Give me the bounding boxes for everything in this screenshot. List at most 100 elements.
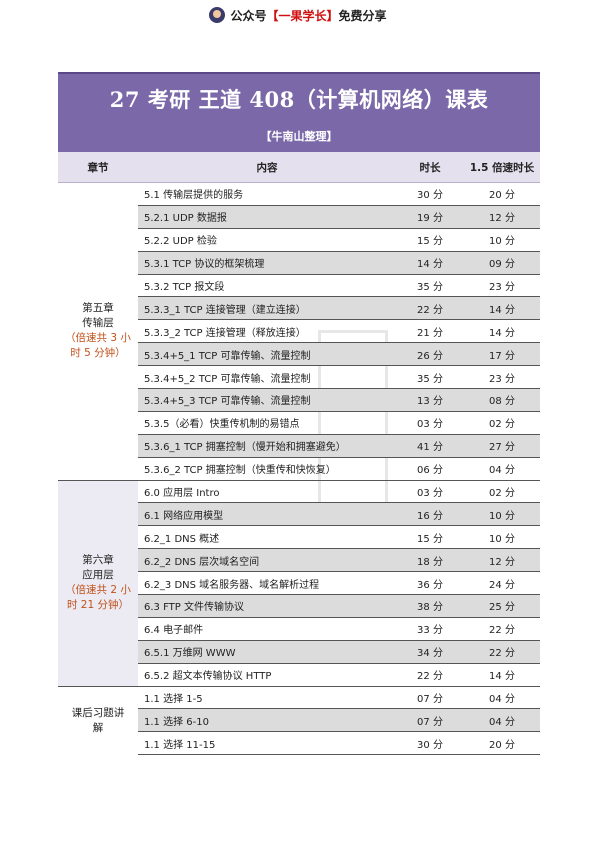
duration-cell: 34 分 bbox=[396, 640, 464, 664]
content-cell: 6.0 应用层 Intro bbox=[138, 480, 396, 504]
table-row: 5.3.4+5_3 TCP 可靠传输、流量控制 13 分 08 分 bbox=[58, 388, 540, 412]
top-header: 公众号 【一果学长】 免费分享 bbox=[0, 0, 596, 30]
duration-cell: 14 分 bbox=[396, 251, 464, 275]
table-row: 6.2_1 DNS 概述 15 分 10 分 bbox=[58, 525, 540, 550]
content-cell: 6.2_3 DNS 域名服务器、域名解析过程 bbox=[138, 571, 396, 596]
speed-duration-cell: 23 分 bbox=[464, 365, 540, 390]
chapter-name-line: 课后习题讲 bbox=[71, 706, 125, 719]
duration-cell: 16 分 bbox=[396, 502, 464, 527]
speed-duration-cell: 09 分 bbox=[464, 251, 540, 275]
table-row: 5.3.2 TCP 报文段 35 分 23 分 bbox=[58, 274, 540, 298]
table-row: 第五章传输层 （倍速共 3 小时 5 分钟） 5.1 传输层提供的服务 30 分 20 … bbox=[58, 182, 540, 481]
duration-cell: 35 分 bbox=[396, 365, 464, 390]
speed-duration-cell: 14 分 bbox=[464, 319, 540, 344]
speed-duration-cell: 22 分 bbox=[464, 640, 540, 664]
column-header-speed-duration: 1.5 倍速时长 bbox=[464, 152, 540, 183]
speed-duration-cell: 14 分 bbox=[464, 663, 540, 687]
table-row: 6.2_2 DNS 层次域名空间 18 分 12 分 bbox=[58, 548, 540, 573]
speed-duration-cell: 10 分 bbox=[464, 228, 540, 252]
content-cell: 5.3.4+5_1 TCP 可靠传输、流量控制 bbox=[138, 342, 396, 367]
chapter-cell: 第六章应用层 （倍速共 2 小时 21 分钟） bbox=[58, 480, 138, 687]
table-row: 1.1 选择 11-15 30 分 20 分 bbox=[58, 731, 540, 756]
schedule-table: 章节 内容 时长 1.5 倍速时长 第五章 传输层 （倍速共 3 小时 5 分钟） 5… bbox=[58, 152, 540, 756]
speed-duration-cell: 25 分 bbox=[464, 594, 540, 618]
speed-duration-cell: 22 分 bbox=[464, 617, 540, 641]
speed-duration-cell: 02 分 bbox=[464, 411, 540, 435]
content-cell: 6.5.2 超文本传输协议 HTTP bbox=[138, 663, 396, 687]
duration-cell: 03 分 bbox=[396, 411, 464, 435]
duration-cell: 36 分 bbox=[396, 571, 464, 596]
speed-duration-cell: 10 分 bbox=[464, 502, 540, 527]
content-cell: 6.3 FTP 文件传输协议 bbox=[138, 594, 396, 618]
content-cell: 5.3.3_1 TCP 连接管理（建立连接） bbox=[138, 296, 396, 321]
table-row: 6.4 电子邮件 33 分 22 分 bbox=[58, 617, 540, 641]
content-cell: 6.4 电子邮件 bbox=[138, 617, 396, 641]
duration-cell: 30 分 bbox=[396, 182, 464, 206]
chapter-note-line: 时 5 分钟） bbox=[70, 347, 126, 360]
duration-cell: 19 分 bbox=[396, 205, 464, 229]
speed-duration-cell: 14 分 bbox=[464, 296, 540, 321]
duration-cell: 07 分 bbox=[396, 708, 464, 733]
chapter-name-line: 传输层 bbox=[82, 317, 114, 330]
content-cell: 5.1 传输层提供的服务 bbox=[138, 182, 396, 206]
chapter-note-line: （倍速共 2 小 bbox=[65, 584, 131, 597]
table-row: 5.3.4+5_1 TCP 可靠传输、流量控制 26 分 17 分 bbox=[58, 342, 540, 367]
duration-cell: 06 分 bbox=[396, 457, 464, 481]
content-cell: 5.3.2 TCP 报文段 bbox=[138, 274, 396, 298]
content-cell: 1.1 选择 6-10 bbox=[138, 708, 396, 733]
speed-duration-cell: 04 分 bbox=[464, 686, 540, 710]
content-cell: 6.1 网络应用模型 bbox=[138, 502, 396, 527]
table-row: 6.2_3 DNS 域名服务器、域名解析过程 36 分 24 分 bbox=[58, 571, 540, 596]
speed-duration-cell: 02 分 bbox=[464, 480, 540, 504]
table-body: 第五章 传输层 （倍速共 3 小时 5 分钟） 5.1 传输层提供的服务 30 分 20 … bbox=[58, 182, 540, 756]
speed-duration-cell: 04 分 bbox=[464, 457, 540, 481]
table-row: 1.1 选择 6-10 07 分 04 分 bbox=[58, 708, 540, 733]
header-brand: 【一果学长】 bbox=[266, 8, 339, 23]
speed-duration-cell: 23 分 bbox=[464, 274, 540, 298]
table-row: 5.2.1 UDP 数据报 19 分 12 分 bbox=[58, 205, 540, 229]
content-cell: 5.3.6_1 TCP 拥塞控制（慢开始和拥塞避免） bbox=[138, 434, 396, 458]
duration-cell: 38 分 bbox=[396, 594, 464, 618]
table-row: 5.2.2 UDP 检验 15 分 10 分 bbox=[58, 228, 540, 252]
duration-cell: 22 分 bbox=[396, 296, 464, 321]
content-cell: 5.2.2 UDP 检验 bbox=[138, 228, 396, 252]
chapter-note-line: 时 21 分钟） bbox=[66, 599, 130, 612]
duration-cell: 33 分 bbox=[396, 617, 464, 641]
speed-duration-cell: 20 分 bbox=[464, 182, 540, 206]
content-cell: 5.3.4+5_2 TCP 可靠传输、流量控制 bbox=[138, 365, 396, 390]
chapter-name-line: 应用层 bbox=[82, 569, 114, 582]
table-row: 5.3.3_2 TCP 连接管理（释放连接） 21 分 14 分 bbox=[58, 319, 540, 344]
header-suffix: 免费分享 bbox=[338, 8, 387, 23]
speed-duration-cell: 12 分 bbox=[464, 548, 540, 573]
content-cell: 6.5.1 万维网 WWW bbox=[138, 640, 396, 664]
avatar-icon bbox=[209, 7, 226, 23]
content-cell: 6.2_2 DNS 层次域名空间 bbox=[138, 548, 396, 573]
table-row: 5.3.5（必看）快重传机制的易错点 03 分 02 分 bbox=[58, 411, 540, 435]
duration-cell: 15 分 bbox=[396, 525, 464, 550]
chapter-cell: 第五章传输层 （倍速共 3 小时 5 分钟） bbox=[58, 182, 138, 481]
chapter-name-line: 第六章 bbox=[82, 554, 114, 567]
chapter-name-line: 第五章 bbox=[82, 302, 114, 315]
content-cell: 5.3.3_2 TCP 连接管理（释放连接） bbox=[138, 319, 396, 344]
column-header-chapter: 章节 bbox=[58, 152, 138, 183]
duration-cell: 22 分 bbox=[396, 663, 464, 687]
column-header-duration: 时长 bbox=[396, 152, 464, 183]
duration-cell: 21 分 bbox=[396, 319, 464, 344]
content-cell: 1.1 选择 11-15 bbox=[138, 731, 396, 756]
table-row: 5.3.6_2 TCP 拥塞控制（快重传和快恢复） 06 分 04 分 bbox=[58, 457, 540, 481]
chapter-name-line: 解 bbox=[92, 721, 104, 734]
chapter-note-line: （倍速共 3 小 bbox=[65, 332, 131, 345]
table-row: 5.3.3_1 TCP 连接管理（建立连接） 22 分 14 分 bbox=[58, 296, 540, 321]
table-header-row: 章节 内容 时长 1.5 倍速时长 bbox=[58, 152, 540, 183]
title-banner: 27 考研 王道 408（计算机网络）课表 【牛南山整理】 bbox=[58, 72, 540, 154]
content-cell: 5.2.1 UDP 数据报 bbox=[138, 205, 396, 229]
duration-cell: 07 分 bbox=[396, 686, 464, 710]
duration-cell: 35 分 bbox=[396, 274, 464, 298]
duration-cell: 30 分 bbox=[396, 731, 464, 756]
table-row: 5.3.4+5_2 TCP 可靠传输、流量控制 35 分 23 分 bbox=[58, 365, 540, 390]
speed-duration-cell: 17 分 bbox=[464, 342, 540, 367]
speed-duration-cell: 24 分 bbox=[464, 571, 540, 596]
duration-cell: 15 分 bbox=[396, 228, 464, 252]
duration-cell: 13 分 bbox=[396, 388, 464, 412]
